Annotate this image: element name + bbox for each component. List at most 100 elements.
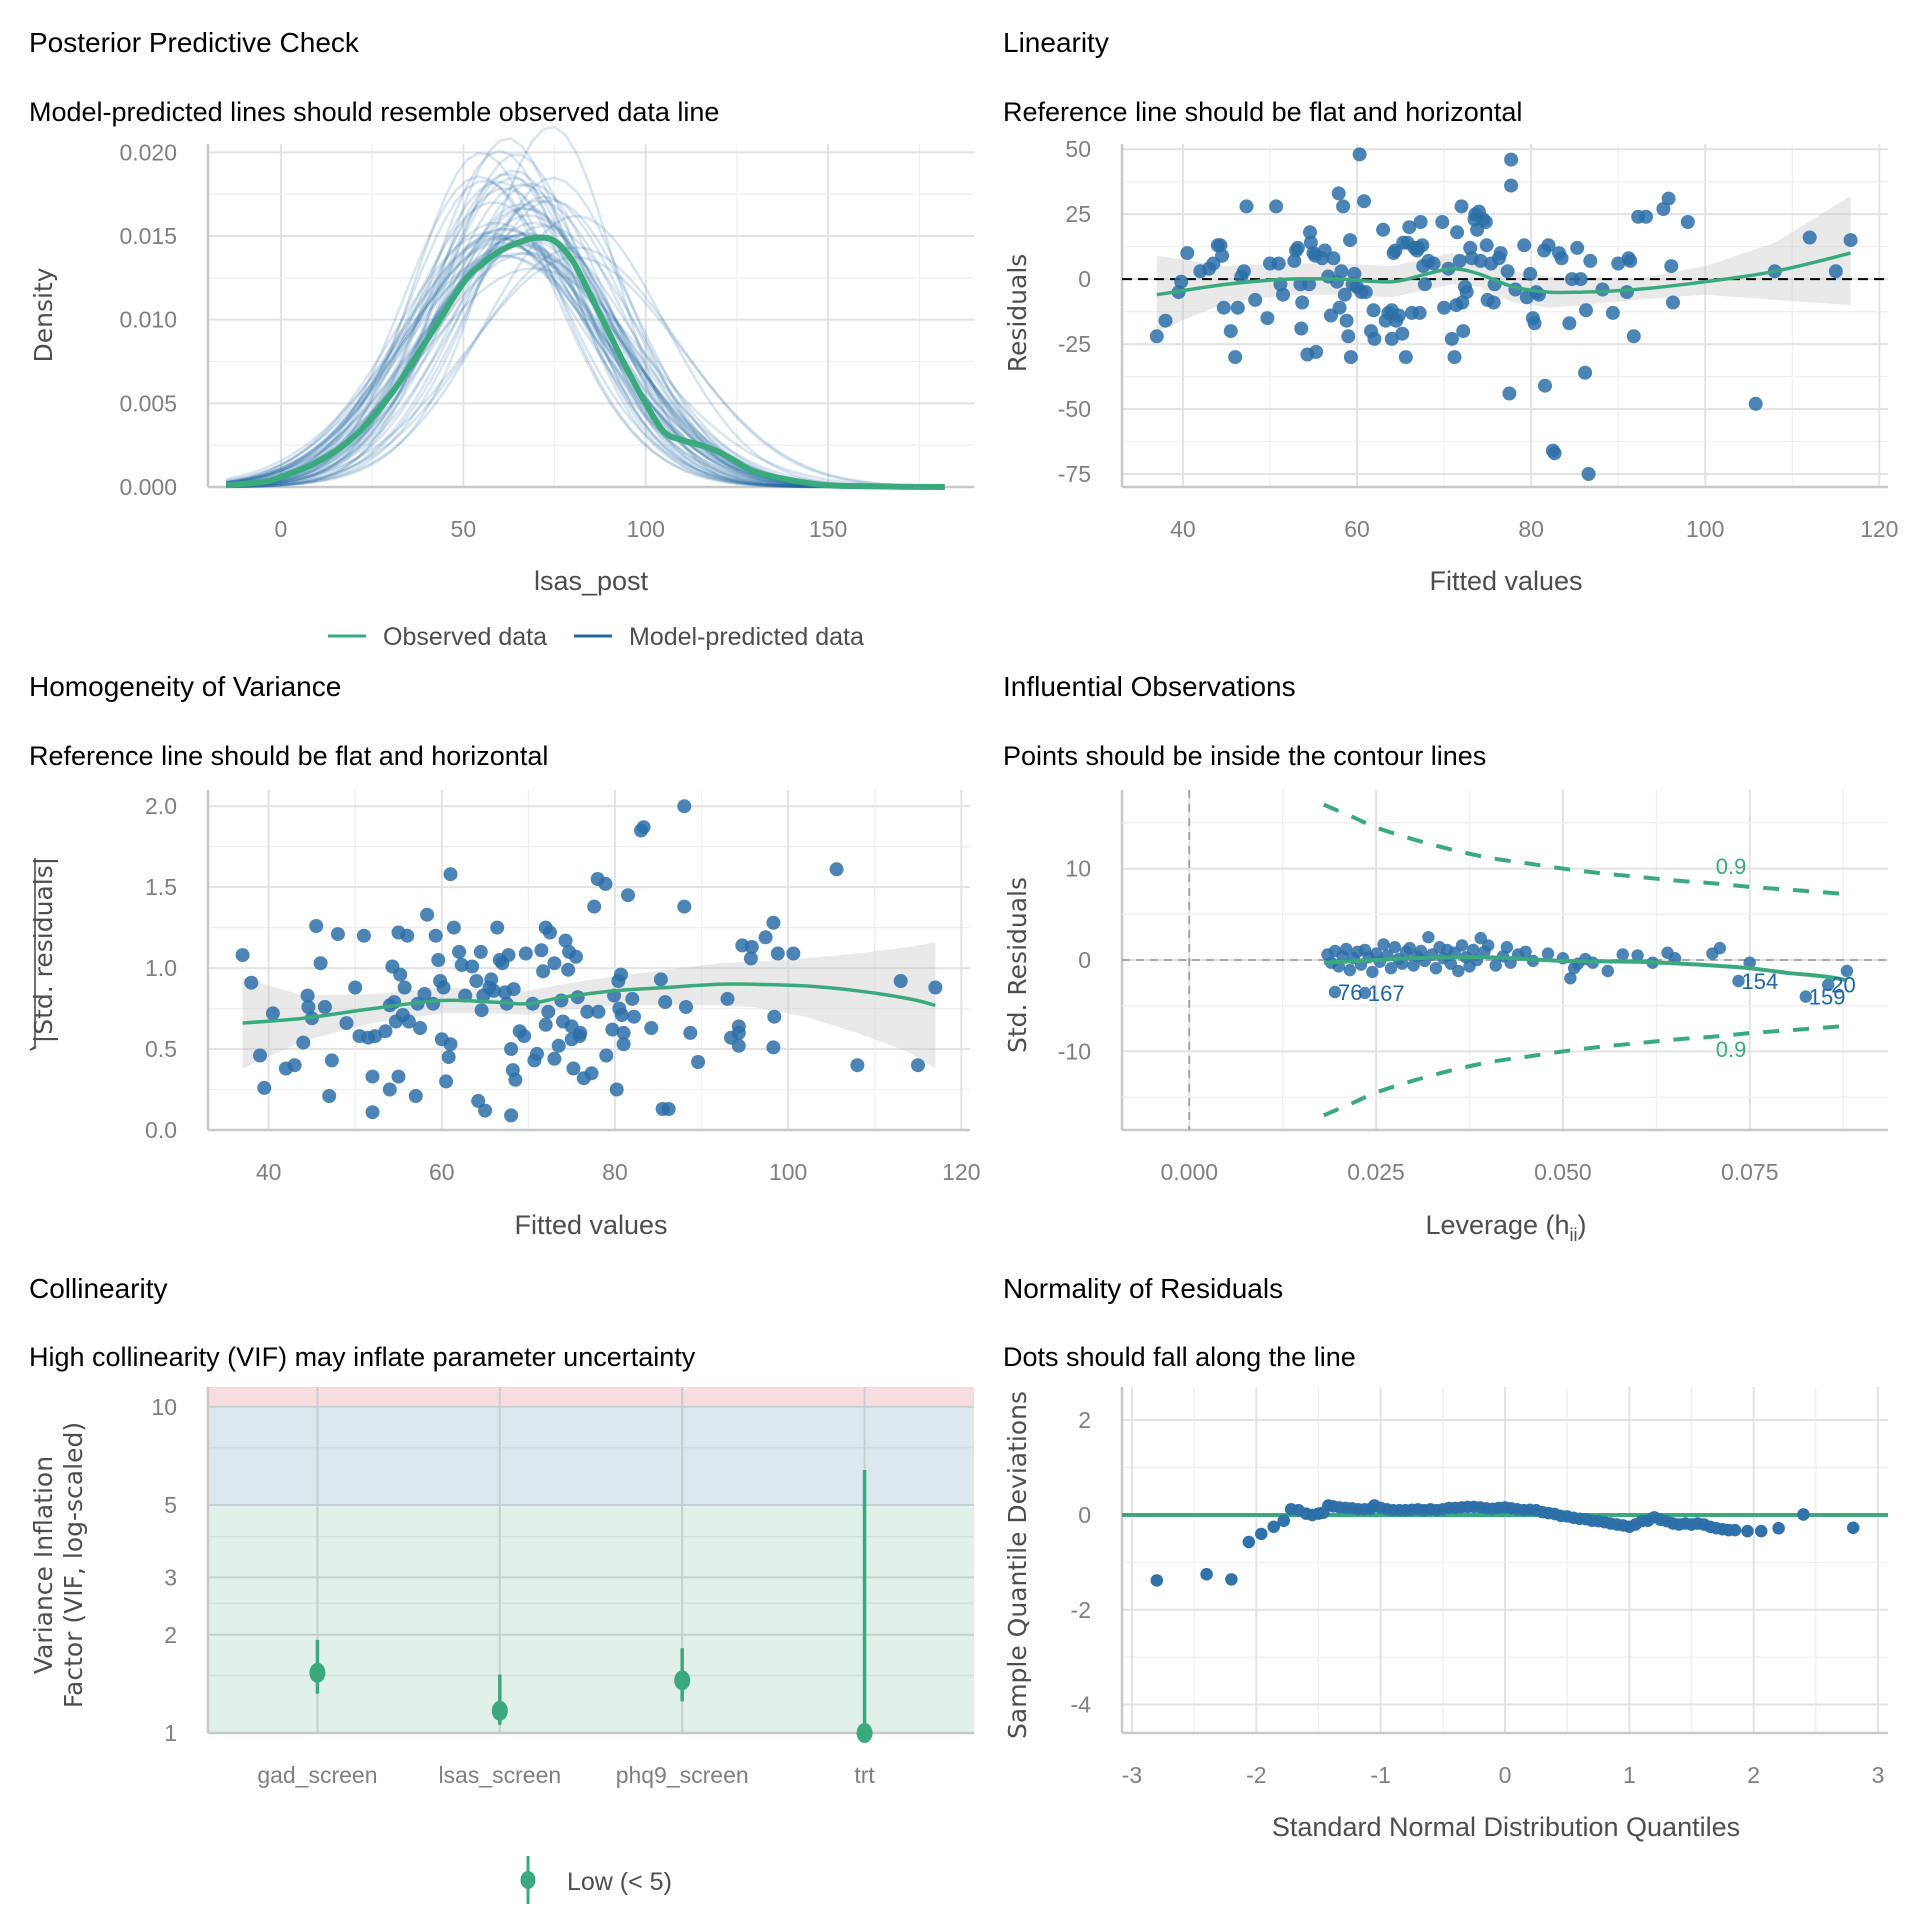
homogeneity-point — [296, 1035, 311, 1050]
linearity-point — [1309, 344, 1324, 359]
homogeneity-point — [257, 1080, 272, 1095]
influential-point — [1541, 947, 1555, 960]
influential-point — [1519, 945, 1532, 958]
linearity-y-tick-label: 0 — [1078, 266, 1091, 292]
collinearity-y-tick-label: 3 — [164, 1564, 177, 1590]
linearity-point — [1239, 199, 1254, 214]
ppc-title: Posterior Predictive Check — [29, 27, 360, 58]
homogeneity-point — [677, 899, 692, 914]
homogeneity-point — [452, 944, 467, 959]
normality-y-tick-label: -2 — [1071, 1597, 1091, 1623]
linearity-point — [1180, 246, 1195, 261]
collinearity-y-tick-label: 2 — [164, 1622, 177, 1648]
influential-point-label: 154 — [1742, 969, 1779, 994]
svg-text:Leverage (hii): Leverage (hii) — [1425, 1210, 1586, 1245]
linearity-point — [1664, 259, 1679, 274]
influential-y-tick-label: 0 — [1078, 947, 1091, 973]
linearity-point — [1426, 256, 1441, 271]
linearity-point — [1504, 178, 1519, 193]
homogeneity-point — [471, 1093, 486, 1108]
influential-point — [1467, 943, 1480, 957]
homogeneity-point — [609, 1082, 624, 1097]
linearity-point — [1656, 202, 1671, 216]
normality-ylabel: Sample Quantile Deviations — [1003, 1391, 1032, 1739]
homogeneity-point — [616, 1037, 631, 1052]
homogeneity-point — [454, 957, 469, 972]
linearity-point — [1174, 274, 1189, 289]
influential-contour-label-lower: 0.9 — [1716, 1037, 1747, 1062]
linearity-point — [1415, 238, 1430, 253]
ppc-x-tick-label: 0 — [275, 516, 288, 542]
influential-plot: 0.000 0.025 0.050 0.075 -10 0 10 0.9 0.9 76 167 154… — [1058, 790, 1888, 1185]
linearity-point — [1639, 209, 1653, 224]
linearity-y-tick-label: 50 — [1065, 136, 1091, 162]
homogeneity-point — [365, 1105, 380, 1120]
linearity-point — [1413, 215, 1428, 229]
homogeneity-point — [605, 1022, 620, 1037]
ppc-predicted-lines — [225, 125, 938, 489]
influential-y-tick-label: 10 — [1065, 856, 1091, 882]
linearity-point — [1493, 246, 1508, 261]
linearity-point — [1402, 220, 1417, 235]
normality-y-tick-label: -4 — [1071, 1692, 1092, 1718]
homogeneity-point — [413, 1021, 428, 1035]
homogeneity-point — [561, 962, 576, 977]
homogeneity-point — [348, 980, 363, 995]
linearity-point — [1454, 199, 1469, 214]
homogeneity-point — [767, 1009, 782, 1024]
influential-point-label: 76 — [1338, 980, 1362, 1005]
normality-x-tick-label: -1 — [1370, 1762, 1390, 1788]
homogeneity-point — [547, 956, 562, 971]
influential-point — [1455, 939, 1469, 952]
collinearity-ylabel-line1: Variance Inflation — [29, 1456, 58, 1674]
linearity-point — [1294, 321, 1309, 336]
homogeneity-point — [661, 1102, 676, 1116]
homogeneity-point — [636, 820, 651, 835]
homogeneity-point — [614, 967, 628, 982]
legend-low-point — [520, 1871, 536, 1889]
homogeneity-x-tick-label: 80 — [602, 1159, 628, 1185]
sqrt-radical-icon — [29, 858, 37, 1051]
homogeneity-point — [758, 930, 773, 945]
homogeneity-point — [265, 1006, 280, 1021]
linearity-y-tick-label: 25 — [1065, 201, 1091, 227]
homogeneity-point — [317, 1000, 332, 1014]
homogeneity-point — [446, 920, 461, 935]
linearity-point — [1486, 295, 1501, 310]
homogeneity-point — [490, 920, 505, 935]
linearity-point — [1384, 331, 1399, 346]
linearity-point — [1570, 240, 1585, 255]
homogeneity-point — [691, 1055, 706, 1069]
homogeneity-point — [517, 1029, 532, 1044]
linearity-y-tick-label: -75 — [1058, 461, 1091, 487]
linearity-point — [1357, 194, 1371, 209]
influential-point — [1840, 964, 1854, 978]
homogeneity-plot: 40 60 80 100 120 0.0 0.5 1.0 1.5 2.0 — [145, 790, 981, 1185]
influential-point — [1616, 948, 1629, 961]
linearity-point — [1287, 253, 1302, 268]
homogeneity-point — [580, 1004, 595, 1019]
linearity-xlabel: Fitted values — [1429, 566, 1582, 596]
ppc-predicted-line — [226, 245, 938, 488]
influential-point — [1388, 941, 1402, 954]
linearity-x-tick-label: 100 — [1686, 516, 1724, 542]
influential-point — [1489, 959, 1502, 972]
linearity-point — [1517, 238, 1532, 253]
linearity-point — [1463, 240, 1478, 255]
normality-point-overlay — [1847, 1521, 1860, 1535]
linearity-point — [1213, 238, 1228, 253]
homogeneity-point — [397, 980, 412, 995]
homogeneity-y-tick-label: 1.5 — [145, 874, 177, 900]
influential-point — [1822, 978, 1835, 991]
homogeneity-point — [530, 1046, 544, 1061]
homogeneity-point — [534, 943, 549, 958]
normality-point-overlay — [1741, 1524, 1754, 1538]
homogeneity-point — [339, 1016, 354, 1031]
linearity-point — [1260, 311, 1275, 326]
influential-point — [1799, 990, 1813, 1003]
linearity-point — [1579, 303, 1593, 318]
influential-point — [1743, 956, 1756, 969]
influential-ylabel: Std. Residuals — [1003, 877, 1032, 1053]
collinearity-y-tick-label: 5 — [164, 1492, 177, 1518]
